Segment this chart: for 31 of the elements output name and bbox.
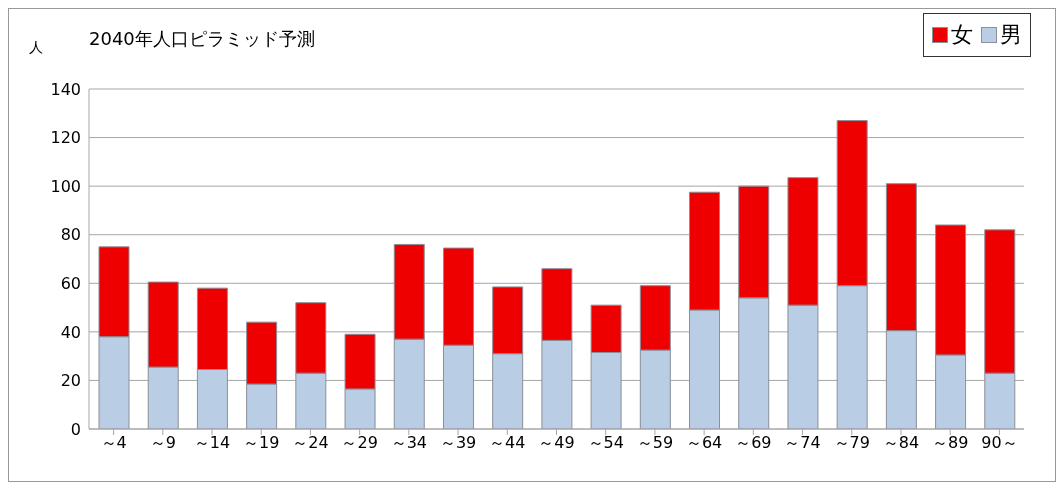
y-tick-label: 80 [60,225,81,245]
x-tick-label: ～29 [341,433,378,453]
y-tick-label: 100 [50,176,81,196]
y-tick-label: 60 [60,273,81,293]
x-tick-label: 90～ [981,433,1018,453]
y-axis-title: 人 [29,39,43,57]
x-tick-label: ～79 [833,433,870,453]
x-tick-label: ～4 [100,433,127,453]
y-tick-label: 40 [60,322,81,342]
y-tick-label: 20 [60,371,81,391]
x-tick-label: ～9 [149,433,176,453]
x-tick-label: ～64 [685,433,723,453]
chart-title: 2040年人口ピラミッド予測 [89,27,315,51]
legend-label: 男 [999,21,1022,49]
x-tick-label: ～59 [636,433,674,453]
legend-label: 女 [950,21,973,49]
x-tick-label: ～49 [538,433,575,453]
x-tick-label: ～69 [735,433,772,453]
x-tick-label: ～19 [243,433,280,453]
x-tick-label: ～39 [439,433,477,453]
x-tick-label: ～44 [489,433,526,453]
y-tick-label: 120 [50,128,81,148]
y-tick-label: 140 [50,79,81,99]
x-tick-label: ～89 [932,433,969,453]
x-tick-label: ～24 [292,433,329,453]
x-tick-label: ～74 [784,433,821,453]
x-tick-label: ～34 [390,433,428,453]
x-tick-label: ～84 [882,433,920,453]
x-tick-label: ～14 [193,433,231,453]
x-tick-label: ～54 [587,433,624,453]
y-tick-label: 0 [70,419,81,439]
